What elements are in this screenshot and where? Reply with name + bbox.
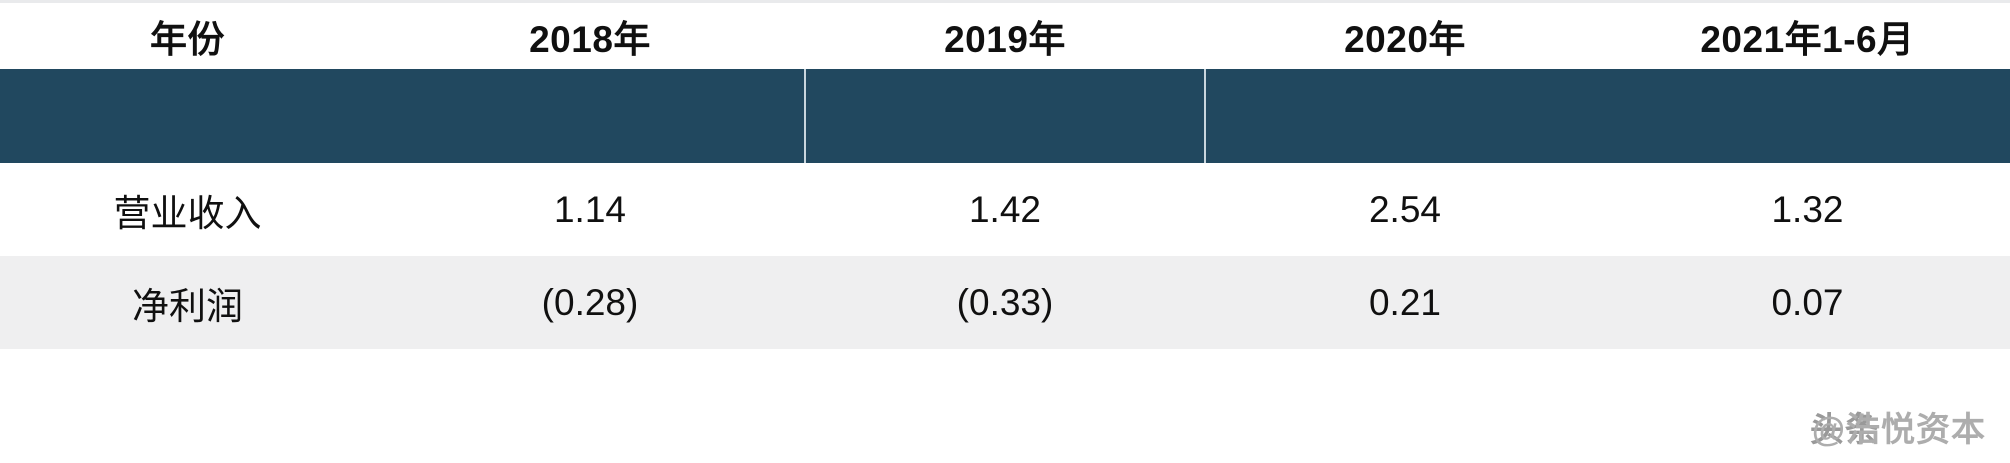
- cell-revenue-2019: 1.42: [805, 163, 1205, 256]
- cell-net-profit-2018: (0.28): [375, 256, 805, 349]
- column-header-2018: 2018年: [375, 3, 805, 69]
- column-header-year: 年份: [0, 3, 375, 69]
- cell-net-profit-2020: 0.21: [1205, 256, 1605, 349]
- cell-net-profit-2021h1: 0.07: [1605, 256, 2010, 349]
- table-header-row: 年份 2018年 2019年 2020年 2021年1-6月: [0, 3, 2010, 69]
- cell-revenue-2018: 1.14: [375, 163, 805, 256]
- accent-band-row: [0, 69, 2010, 163]
- table-row: 净利润 (0.28) (0.33) 0.21 0.07: [0, 256, 2010, 349]
- table-footer-spacer: [0, 349, 2010, 439]
- accent-band-cell-5: [1605, 69, 2010, 163]
- accent-band-cell-4: [1205, 69, 1605, 163]
- column-header-2019: 2019年: [805, 3, 1205, 69]
- accent-band-cell-1: [0, 69, 375, 163]
- top-divider: [0, 0, 2010, 3]
- cell-revenue-2020: 2.54: [1205, 163, 1605, 256]
- accent-band-cell-2: [375, 69, 806, 163]
- cell-net-profit-2019: (0.33): [805, 256, 1205, 349]
- table-row: 营业收入 1.14 1.42 2.54 1.32: [0, 163, 2010, 256]
- row-label-net-profit: 净利润: [0, 256, 375, 349]
- accent-band-cell-3: [805, 69, 1206, 163]
- row-label-revenue: 营业收入: [0, 163, 375, 256]
- cell-revenue-2021h1: 1.32: [1605, 163, 2010, 256]
- column-header-2020: 2020年: [1205, 3, 1605, 69]
- column-header-2021h1: 2021年1-6月: [1605, 3, 2010, 69]
- financial-summary-table: 年份 2018年 2019年 2020年 2021年1-6月 营业收入 1.14…: [0, 3, 2010, 439]
